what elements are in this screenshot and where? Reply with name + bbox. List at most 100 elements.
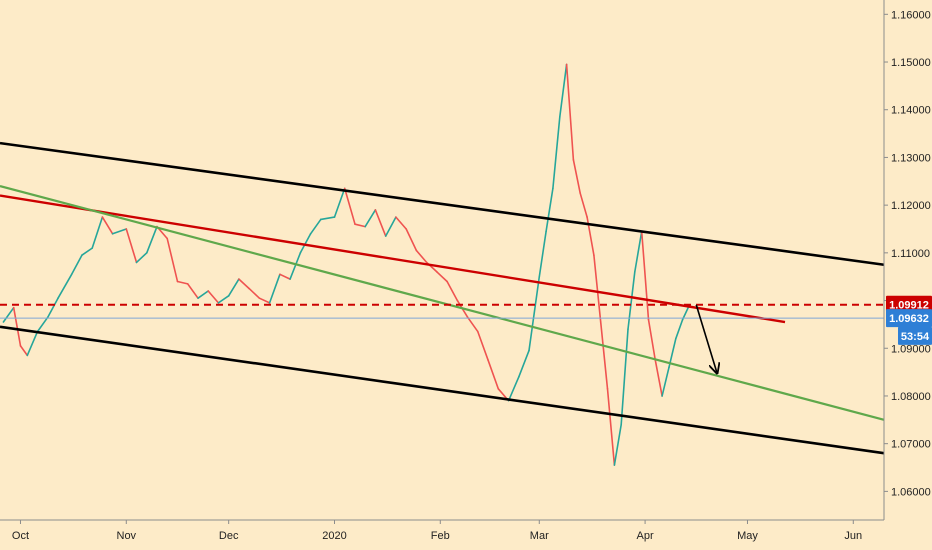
trendline[interactable]	[0, 325, 885, 455]
price-series	[2, 63, 691, 466]
price-segment	[606, 387, 616, 466]
trendline[interactable]	[0, 141, 885, 267]
down-arrow-icon[interactable]	[695, 304, 716, 372]
y-tick-label: 1.13000	[891, 152, 931, 164]
price-segment	[299, 233, 312, 254]
price-segment	[207, 290, 220, 304]
price-segment	[395, 216, 408, 230]
price-segment	[487, 359, 500, 390]
x-tick-label: 2020	[322, 530, 346, 542]
price-segment	[101, 216, 114, 235]
y-tick-label: 1.06000	[891, 486, 931, 498]
price-segment	[343, 187, 356, 225]
countdown-label: 53:54	[898, 326, 932, 345]
price-segment	[654, 359, 663, 397]
price-segment	[517, 349, 530, 378]
price-segment	[364, 209, 377, 228]
price-segment	[627, 271, 636, 331]
price-segment	[248, 287, 261, 300]
y-tick-label: 1.07000	[891, 439, 931, 451]
price-segment	[572, 159, 582, 194]
price-segment	[26, 330, 39, 357]
price-segment	[552, 116, 561, 190]
price-segment	[238, 278, 250, 290]
price-segment	[593, 254, 602, 323]
price-tag-box	[886, 309, 932, 328]
trendline[interactable]	[0, 194, 786, 324]
x-tick-label: Mar	[530, 530, 549, 542]
x-tick-label: Oct	[12, 530, 29, 542]
price-tag-box	[898, 326, 932, 345]
price-segment	[558, 63, 568, 118]
price-segment	[405, 228, 418, 252]
price-segment	[186, 283, 199, 300]
x-tick-label: May	[737, 530, 758, 542]
price-segment	[268, 273, 281, 304]
y-tick-label: 1.14000	[891, 105, 931, 117]
price-segment	[354, 223, 367, 228]
y-tick-label: 1.11000	[891, 248, 930, 260]
price-segment	[476, 330, 489, 362]
price-segment	[674, 318, 684, 340]
price-segment	[446, 280, 459, 302]
price-segment	[12, 306, 22, 347]
price-segment	[70, 254, 83, 276]
x-tick-label: Feb	[431, 530, 450, 542]
price-segment	[565, 63, 575, 161]
y-tick-label: 1.15000	[891, 57, 931, 69]
price-tag-text: 53:54	[901, 331, 930, 343]
price-segment	[613, 423, 623, 466]
price-segment	[579, 192, 588, 218]
price-segment	[528, 275, 541, 352]
price-segment	[384, 216, 397, 237]
price-segment	[279, 273, 291, 280]
price-segment	[647, 318, 657, 362]
price-segment	[374, 209, 387, 237]
price-segment	[599, 321, 609, 390]
x-tick-label: Dec	[219, 530, 239, 542]
price-segment	[319, 216, 336, 221]
price-segment	[81, 247, 93, 256]
price-segment	[640, 230, 650, 321]
price-segment	[333, 187, 346, 218]
price-segment	[436, 271, 448, 283]
price-segment	[217, 294, 230, 304]
price-segment	[538, 230, 547, 278]
price-segment	[46, 297, 59, 319]
price-segment	[545, 187, 554, 233]
price-segment	[111, 228, 128, 235]
price-segment	[36, 316, 49, 333]
x-tick-label: Nov	[117, 530, 137, 542]
x-tick-label: Apr	[637, 530, 654, 542]
y-tick-label: 1.09000	[891, 343, 931, 355]
price-segment	[620, 328, 629, 426]
price-tag-text: 1.09912	[889, 300, 929, 312]
time-axis[interactable]: Oct Nov Dec 2020 Feb Mar Apr May Jun	[12, 520, 862, 542]
price-segment	[507, 376, 520, 402]
price-segment	[176, 280, 189, 285]
price-segment	[227, 278, 240, 297]
price-segment	[661, 366, 670, 397]
drawing-overlays[interactable]	[0, 141, 885, 455]
y-tick-label: 1.08000	[891, 391, 931, 403]
price-segment	[135, 252, 148, 264]
price-segment	[309, 218, 322, 235]
price-segment	[125, 228, 138, 264]
price-segment	[146, 225, 158, 254]
price-segment	[57, 273, 73, 300]
y-tick-label: 1.12000	[891, 200, 931, 212]
price-segment	[197, 290, 209, 300]
trendline[interactable]	[0, 184, 885, 421]
price-segment	[289, 252, 302, 280]
price-segment	[91, 216, 104, 249]
price-segment	[166, 237, 179, 283]
price-segment	[466, 316, 479, 333]
price-segment	[258, 297, 271, 304]
price-tag: 1.09632	[886, 309, 932, 328]
y-tick-label: 1.16000	[891, 9, 931, 21]
price-segment	[415, 249, 428, 264]
